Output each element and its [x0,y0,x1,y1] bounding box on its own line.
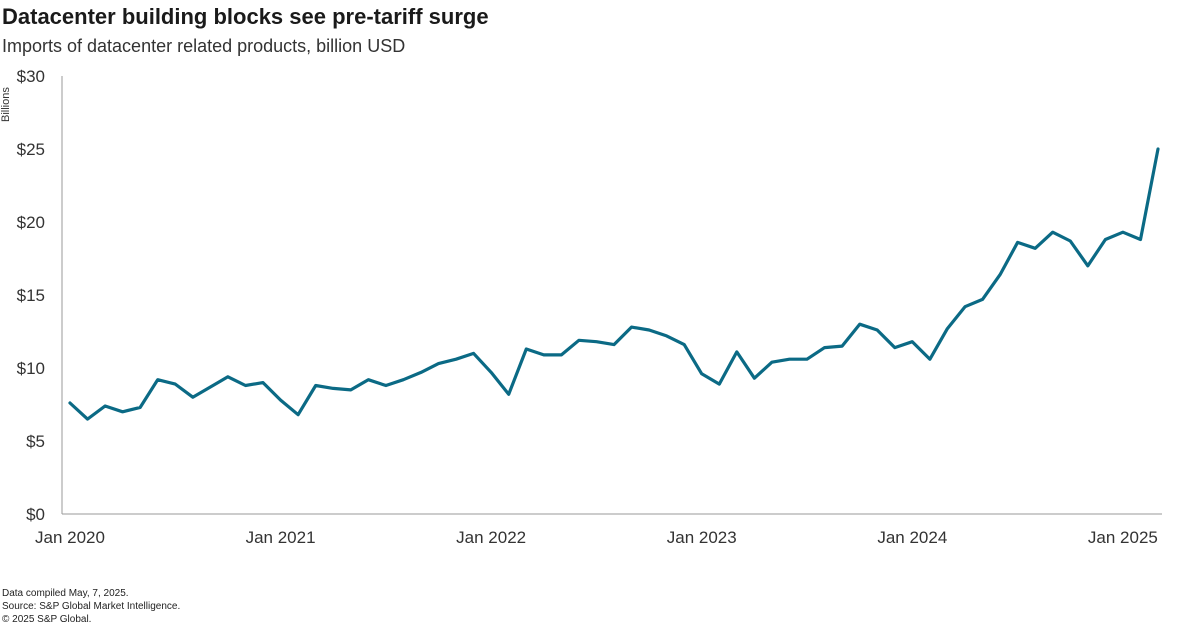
x-tick-label: Jan 2023 [667,528,737,547]
chart-subtitle: Imports of datacenter related products, … [2,36,406,56]
y-tick-label: $30 [17,67,45,86]
footer-data-compiled: Data compiled May, 7, 2025. [2,588,129,599]
chart-title: Datacenter building blocks see pre-tarif… [2,4,489,29]
footer-copyright: © 2025 S&P Global. [2,614,92,625]
y-axis-unit-label: Billions [0,87,12,122]
footer-notes: Data compiled May, 7, 2025. Source: S&P … [2,587,180,626]
x-tick-label: Jan 2022 [456,528,526,547]
y-tick-label: $0 [26,505,45,524]
y-tick-label: $10 [17,359,45,378]
y-axis: $0 $5 $10 $15 $20 $25 $30 [17,67,63,524]
x-tick-label: Jan 2021 [246,528,316,547]
x-tick-label: Jan 2024 [877,528,947,547]
x-tick-label: Jan 2020 [35,528,105,547]
series-group [68,147,1160,421]
y-tick-label: $15 [17,286,45,305]
series-line [68,147,1160,421]
x-tick-label: Jan 2025 [1088,528,1158,547]
y-tick-label: $5 [26,432,45,451]
y-tick-label: $25 [17,140,45,159]
x-axis: Jan 2020 Jan 2021 Jan 2022 Jan 2023 Jan 2024… [35,513,1162,547]
footer-source: Source: S&P Global Market Intelligence. [2,601,181,612]
y-tick-label: $20 [17,213,45,232]
